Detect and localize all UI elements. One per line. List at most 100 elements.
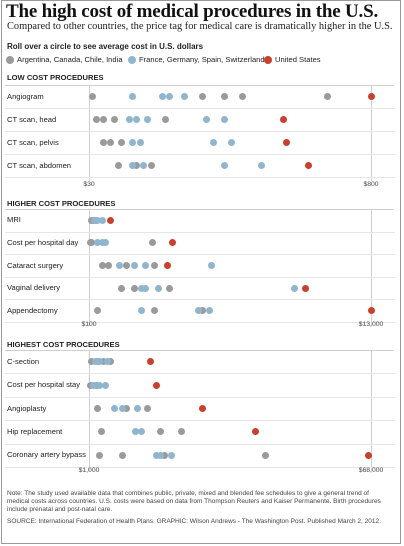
row-label: MRI bbox=[7, 215, 21, 225]
gray-point bbox=[151, 262, 159, 269]
blue-point bbox=[94, 239, 102, 247]
section-title: HIGHER COST PROCEDURES bbox=[7, 199, 116, 208]
red-point bbox=[152, 381, 160, 389]
row-separator bbox=[5, 420, 395, 422]
blue-point bbox=[138, 428, 146, 436]
row-separator bbox=[5, 443, 395, 445]
blue-point bbox=[94, 216, 102, 224]
blue-point bbox=[142, 284, 150, 292]
gray-point bbox=[93, 405, 101, 412]
gray-point bbox=[166, 284, 174, 292]
blue-point bbox=[202, 116, 210, 123]
row-label: Vaginal delivery bbox=[7, 283, 61, 293]
tick-label: $68,000 bbox=[358, 467, 384, 474]
axis-left-line bbox=[89, 209, 90, 326]
tick-label: $100 bbox=[81, 321, 97, 328]
blue-point bbox=[110, 405, 118, 412]
red-point bbox=[367, 307, 375, 315]
row-separator bbox=[5, 131, 395, 132]
blue-point bbox=[137, 284, 145, 292]
gray-point bbox=[119, 451, 127, 459]
source-line: SOURCE: International Federation of Heal… bbox=[7, 518, 381, 525]
blue-point bbox=[194, 307, 202, 315]
legend-label: United States bbox=[275, 55, 321, 64]
red-point bbox=[305, 162, 313, 169]
axis-left-line bbox=[89, 350, 90, 471]
gray-point bbox=[100, 116, 108, 123]
row-label: CT scan, abdomen bbox=[7, 160, 72, 170]
blue-point bbox=[142, 262, 150, 269]
row-separator bbox=[5, 396, 395, 398]
tick-label: $30 bbox=[83, 181, 95, 188]
blue-point bbox=[131, 428, 139, 436]
red-point bbox=[168, 239, 176, 247]
gray-point bbox=[118, 284, 126, 292]
blue-point bbox=[96, 358, 104, 366]
blue-point bbox=[103, 358, 111, 366]
gray-point bbox=[199, 93, 207, 100]
gray-point bbox=[118, 139, 126, 146]
gray-point bbox=[98, 262, 106, 269]
gray-point bbox=[144, 405, 152, 412]
row-separator bbox=[5, 231, 395, 233]
row-separator bbox=[5, 299, 395, 301]
section-title: LOW COST PROCEDURES bbox=[7, 73, 104, 82]
blue-point bbox=[131, 262, 139, 269]
axis-left-line bbox=[89, 85, 90, 181]
blue-point bbox=[125, 116, 133, 123]
footnote: Note: The study used available data that… bbox=[7, 490, 381, 513]
blue-point bbox=[221, 116, 228, 123]
blue-point bbox=[155, 284, 163, 292]
gray-point bbox=[87, 239, 95, 247]
blue-point bbox=[228, 139, 236, 146]
red-point bbox=[279, 116, 287, 123]
gray-point bbox=[178, 428, 186, 436]
gray-point bbox=[98, 428, 106, 436]
gray-point bbox=[87, 358, 95, 366]
blue-point bbox=[210, 139, 218, 146]
blue-point bbox=[116, 262, 124, 269]
blue-point bbox=[89, 381, 97, 389]
red-point bbox=[283, 139, 291, 146]
blue-point bbox=[221, 162, 228, 169]
red-point bbox=[199, 405, 207, 412]
row-separator bbox=[5, 254, 395, 256]
gray-point bbox=[221, 93, 228, 100]
row-separator bbox=[5, 177, 395, 178]
gray-point bbox=[107, 139, 115, 146]
blue-point bbox=[257, 162, 265, 169]
blue-point bbox=[207, 262, 215, 269]
row-label: Appendectomy bbox=[7, 305, 58, 315]
section-title: HIGHEST COST PROCEDURES bbox=[7, 340, 120, 349]
tick-label: $800 bbox=[363, 181, 379, 188]
gray-point bbox=[123, 405, 131, 412]
blue-point bbox=[180, 93, 188, 100]
tick-label: $1,000 bbox=[78, 467, 100, 474]
blue-point bbox=[129, 139, 137, 146]
gray-point bbox=[94, 307, 102, 315]
row-label: CT scan, pelvis bbox=[7, 137, 59, 147]
blue-point bbox=[205, 307, 213, 315]
gray-point bbox=[262, 451, 270, 459]
gray-point bbox=[151, 307, 159, 315]
blue-point bbox=[133, 116, 141, 123]
axis-right-line bbox=[371, 350, 372, 471]
red-point bbox=[367, 93, 375, 100]
gray-point bbox=[162, 116, 170, 123]
row-label: Cataract surgery bbox=[7, 260, 64, 270]
blue-point bbox=[133, 405, 141, 412]
blue-point bbox=[101, 239, 109, 247]
gray-point bbox=[148, 239, 156, 247]
instruction-text: Roll over a circle to see average cost i… bbox=[7, 42, 204, 51]
blue-point bbox=[158, 93, 166, 100]
legend-label: Argentina, Canada, Chile, India bbox=[17, 55, 123, 64]
blue-point bbox=[129, 162, 137, 169]
legend-item-us: United States bbox=[264, 55, 321, 64]
blue-point bbox=[137, 307, 145, 315]
row-label: Angiogram bbox=[7, 91, 44, 101]
legend-dot-blue bbox=[128, 55, 136, 64]
section-rule bbox=[5, 350, 394, 351]
gray-point bbox=[131, 284, 139, 292]
row-label: C-section bbox=[7, 356, 40, 366]
